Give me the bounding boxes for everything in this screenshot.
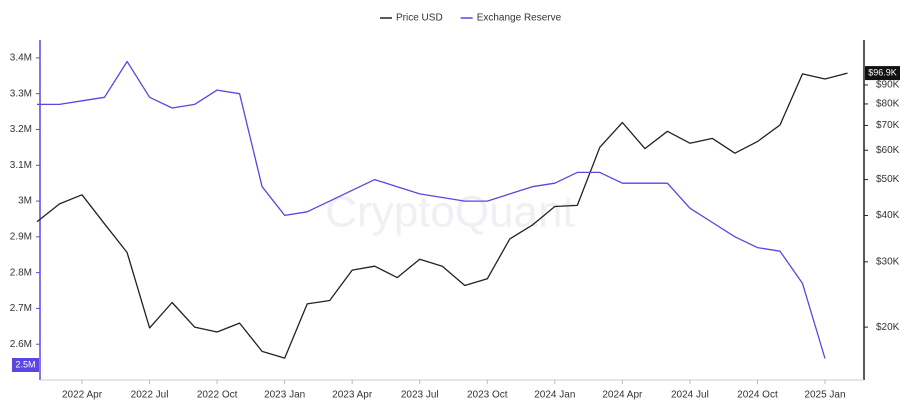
x-tick-label: 2025 Jan	[804, 390, 845, 400]
series-line	[36, 72, 848, 359]
watermark: CryptoQuant	[325, 188, 574, 237]
y-tick-label: 2.9M	[10, 231, 32, 242]
y-tick-label: 2.8M	[10, 267, 32, 278]
x-tick-label: 2023 Jul	[401, 390, 439, 400]
y2-tick-label: $80K	[876, 99, 900, 110]
y-tick-label: 3.4M	[10, 53, 32, 64]
x-tick-label: 2024 Jan	[534, 390, 575, 400]
y2-tick-label: $30K	[876, 256, 900, 267]
series-line	[37, 60, 826, 359]
y2-tick-label: $50K	[876, 174, 900, 185]
y2-tick-label: $40K	[876, 210, 900, 221]
y-tick-label: 3.1M	[10, 160, 32, 171]
y2-tick-label: $70K	[876, 120, 900, 131]
value-box	[865, 66, 900, 81]
x-tick-label: 2023 Oct	[467, 390, 508, 400]
value-box-label: 2.5M	[15, 359, 35, 369]
x-tick-label: 2024 Jul	[671, 390, 709, 400]
y-tick-label: 2.7M	[10, 303, 32, 314]
y-tick-label: 3.2M	[10, 124, 32, 135]
legend-label: Exchange Reserve	[477, 13, 562, 24]
y2-tick-label: $20K	[876, 322, 900, 333]
x-tick-label: 2023 Apr	[332, 390, 373, 400]
value-box	[12, 358, 39, 372]
x-tick-label: 2022 Oct	[197, 390, 238, 400]
x-tick-label: 2024 Oct	[737, 390, 778, 400]
value-box-label: $96.9K	[868, 67, 897, 77]
x-tick-label: 2022 Apr	[62, 390, 103, 400]
y-tick-label: 2.6M	[10, 339, 32, 350]
legend-label: Price USD	[396, 13, 443, 24]
y-tick-label: 3M	[18, 196, 32, 207]
y2-tick-label: $90K	[876, 80, 900, 91]
x-tick-label: 2023 Jan	[264, 390, 305, 400]
x-tick-label: 2022 Jul	[131, 390, 169, 400]
x-tick-label: 2024 Apr	[602, 390, 643, 400]
y-tick-label: 3.3M	[10, 88, 32, 99]
y2-tick-label: $60K	[876, 145, 900, 156]
